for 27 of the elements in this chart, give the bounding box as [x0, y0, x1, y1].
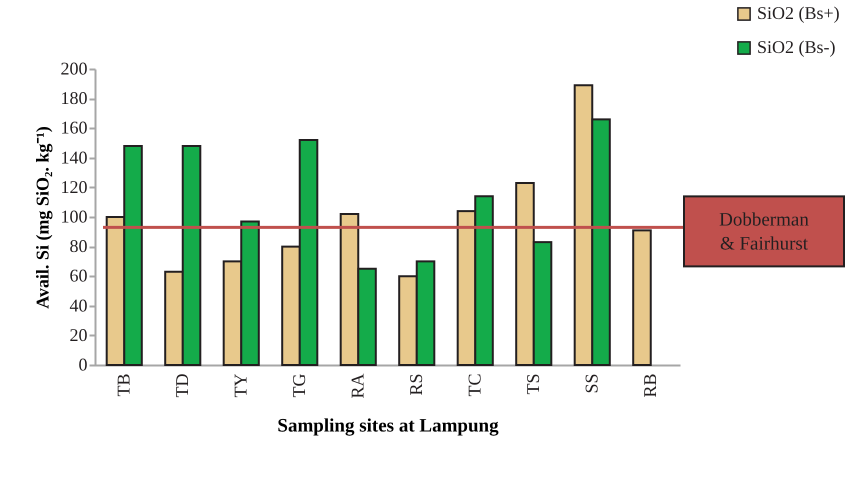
y-tick-label: 200: [60, 58, 88, 78]
x-tick-label: TY: [230, 374, 250, 398]
legend-label: SiO2 (Bs+): [757, 3, 840, 23]
y-tick-label: 100: [60, 206, 88, 226]
y-tick-label: 160: [60, 118, 88, 138]
x-axis-title: Sampling sites at Lampung: [277, 416, 500, 437]
y-tick-label: 0: [78, 354, 88, 374]
y-tick-label: 40: [70, 295, 88, 316]
x-tick-label: TS: [522, 374, 543, 395]
y-tick-label: 20: [70, 324, 88, 345]
y-tick-label: 140: [60, 147, 88, 168]
y-tick-label: 80: [70, 236, 88, 256]
x-tick-label: TD: [172, 374, 192, 398]
y-tick-label: 120: [60, 176, 88, 197]
x-tick-label: TG: [288, 374, 309, 398]
ref-line-label: Dobberman & Fairhurst: [719, 209, 810, 254]
y-tick-label: 60: [70, 266, 88, 286]
x-tick-label: RS: [406, 374, 426, 396]
bar: [632, 229, 652, 366]
x-tick-label: TB: [113, 374, 134, 397]
x-tick-label: RA: [347, 374, 368, 399]
legend-label: SiO2 (Bs-): [757, 37, 836, 57]
y-tick-label: 180: [60, 88, 88, 108]
y-axis-title: Avail. Si (mg SiO₂. kg⁻¹): [32, 126, 52, 309]
x-tick-label: RB: [640, 374, 660, 398]
x-tick-label: TC: [464, 374, 484, 397]
x-tick-label: SS: [581, 374, 602, 394]
